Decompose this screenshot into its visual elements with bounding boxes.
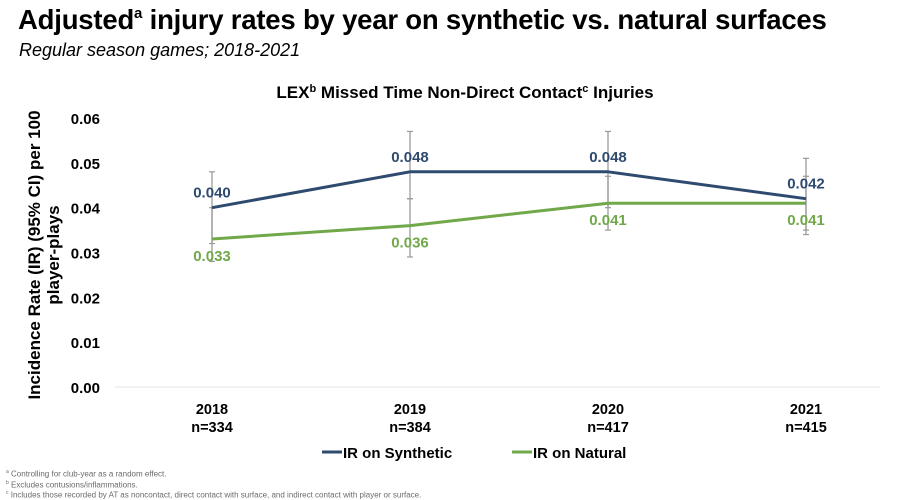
legend-item: IR on Synthetic <box>322 445 452 462</box>
x-tick-sublabel: n=417 <box>587 420 629 436</box>
chart-title-footnote-marker: c <box>582 83 588 95</box>
data-label: 0.036 <box>391 235 429 252</box>
chart-title-part: Missed Time Non-Direct Contact <box>316 83 582 102</box>
title-text: Adjusted <box>18 4 135 35</box>
data-label: 0.048 <box>391 149 429 166</box>
y-tick-label: 0.01 <box>71 335 100 352</box>
x-tick-label: 2020 <box>592 402 624 418</box>
data-label: 0.040 <box>193 185 231 202</box>
y-tick-label: 0.06 <box>71 111 100 128</box>
series-lines <box>211 170 807 241</box>
y-axis-ticks: 0.00 0.01 0.02 0.03 0.04 0.05 0.06 <box>71 111 101 397</box>
data-label: 0.042 <box>787 176 825 193</box>
data-label: 0.033 <box>193 248 231 265</box>
title-footnote-marker: a <box>134 5 143 22</box>
title-text-rest: injury rates by year on synthetic vs. na… <box>142 4 827 35</box>
y-tick-label: 0.05 <box>71 156 100 173</box>
x-tick-sublabel: n=415 <box>785 420 827 436</box>
chart-title-part: Injuries <box>588 83 653 102</box>
footnotes: a Controlling for club-year as a random … <box>6 468 421 500</box>
chart-title-footnote-marker: b <box>309 83 316 95</box>
legend-label: IR on Synthetic <box>343 445 452 462</box>
y-tick-label: 0.00 <box>71 380 100 397</box>
chart-title-part: LEX <box>276 83 310 102</box>
data-label: 0.041 <box>787 212 825 229</box>
y-tick-label: 0.04 <box>71 201 101 218</box>
error-bars <box>209 130 809 263</box>
x-axis-ticks: 2018 n=334 2019 n=384 2020 n=417 2021 n=415 <box>191 402 827 436</box>
data-label: 0.041 <box>589 212 627 229</box>
page-title: Adjusteda injury rates by year on synthe… <box>18 4 827 36</box>
y-axis-label-line: Incidence Rate (IR) (95% CI) per 100 <box>25 110 44 399</box>
y-axis-label-line: player-plays <box>44 205 63 304</box>
page-subtitle: Regular season games; 2018-2021 <box>19 40 301 60</box>
footnote-b: b Excludes contusions/inflammations. <box>6 479 138 490</box>
x-tick-label: 2021 <box>790 402 822 418</box>
data-labels: 0.040 0.048 0.048 0.042 0.033 0.036 0.041 0.041 <box>193 149 825 265</box>
footnote-a: a Controlling for club-year as a random … <box>6 469 167 479</box>
x-tick-sublabel: n=334 <box>191 420 233 436</box>
legend-label: IR on Natural <box>533 445 626 462</box>
y-axis-label: Incidence Rate (IR) (95% CI) per 100 play… <box>25 110 63 399</box>
legend: IR on Synthetic IR on Natural <box>322 445 626 462</box>
legend-item: IR on Natural <box>512 445 626 462</box>
chart-title: LEXb Missed Time Non-Direct Contactc Inj… <box>276 83 653 102</box>
x-tick-label: 2018 <box>196 402 228 418</box>
series-line-ir-on-natural <box>211 201 806 241</box>
y-tick-label: 0.03 <box>71 246 100 263</box>
x-tick-label: 2019 <box>394 402 426 418</box>
x-tick-sublabel: n=384 <box>389 420 431 436</box>
footnote-c: c Includes those recorded by AT as nonco… <box>6 490 422 500</box>
y-tick-label: 0.02 <box>71 290 100 307</box>
series-line-ir-on-synthetic <box>211 170 807 210</box>
data-label: 0.048 <box>589 149 627 166</box>
